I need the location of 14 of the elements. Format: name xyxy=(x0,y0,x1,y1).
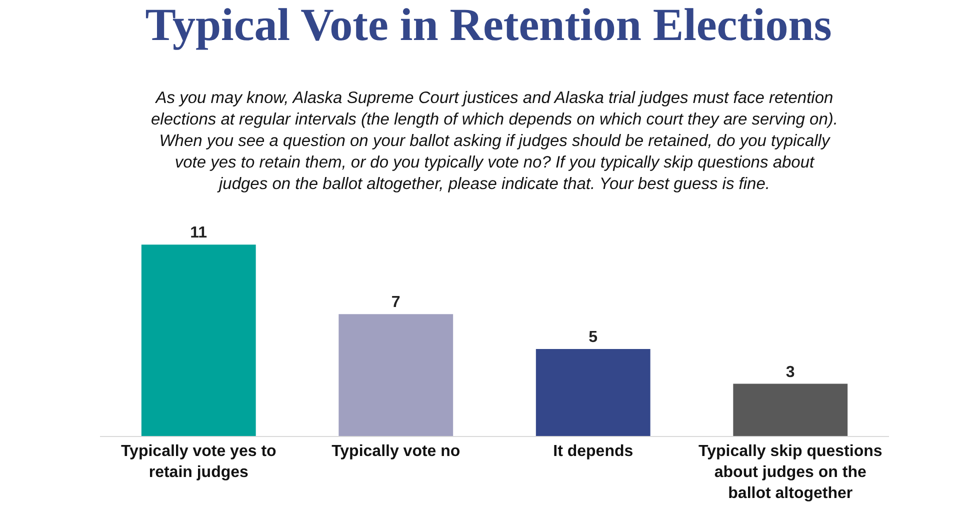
data-label: 7 xyxy=(391,294,400,312)
bar xyxy=(733,384,848,436)
x-tick-label: Typically skip questions about judges on the ballot altogether xyxy=(698,443,882,502)
chart-title: Typical Vote in Retention Elections xyxy=(145,0,832,50)
data-label: 5 xyxy=(588,328,598,346)
x-tick-label: Typically vote yes to retain judges xyxy=(120,443,277,481)
data-label: 11 xyxy=(190,224,208,242)
x-tick-label: Typically vote no xyxy=(332,443,460,460)
x-tick-label: It depends xyxy=(553,443,634,460)
bar xyxy=(536,348,650,436)
bar xyxy=(141,244,256,436)
data-label: 3 xyxy=(786,364,795,381)
chart-subtitle: As you may know, Alaska Supreme Court justices and Alaska trial judges must face retention elections at regular intervals (the length of which depends on which court they are serving on). When you see a question on your ballot asking if judges should be retained, do you typically vote yes to retain them, or do you typically vote no? If you typically skip questions about judges on the ballot altogether, please indicate that. Your best guess is fine. xyxy=(151,89,838,193)
bar xyxy=(338,314,454,436)
